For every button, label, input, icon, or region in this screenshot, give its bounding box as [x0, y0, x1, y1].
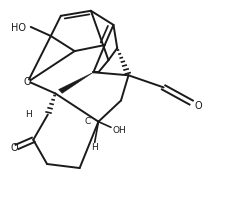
Text: H: H: [91, 143, 98, 152]
Polygon shape: [58, 73, 93, 94]
Text: H: H: [25, 109, 32, 119]
Text: HO: HO: [11, 23, 26, 33]
Text: O: O: [195, 100, 203, 110]
Text: O: O: [23, 77, 31, 87]
Text: C: C: [85, 117, 91, 125]
Text: O: O: [11, 142, 18, 152]
Text: OH: OH: [112, 126, 126, 135]
